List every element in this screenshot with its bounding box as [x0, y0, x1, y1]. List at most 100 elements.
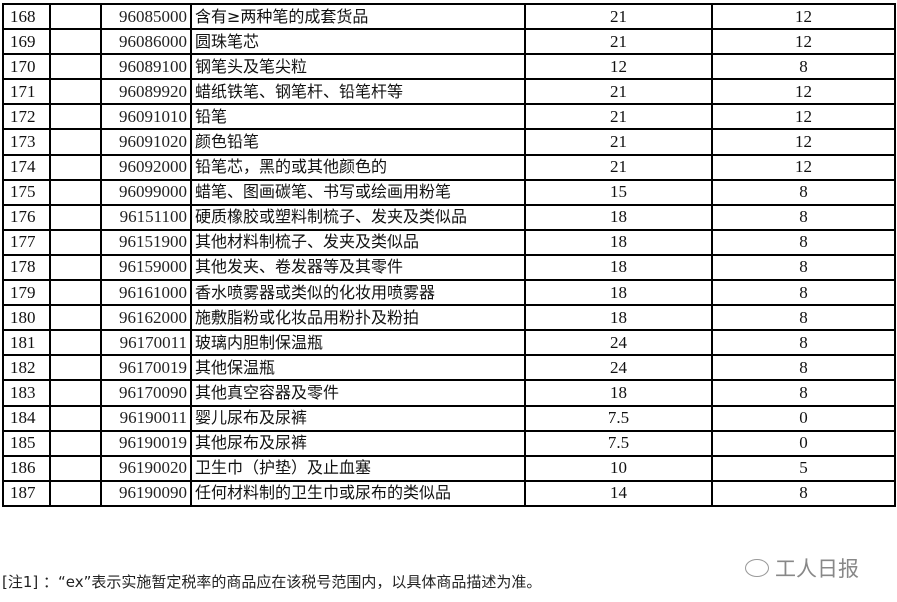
watermark: 工人日报	[745, 553, 859, 583]
cell-code: 96190020	[100, 454, 192, 482]
cell-no: 175	[2, 178, 51, 206]
cell-no: 177	[2, 228, 51, 256]
cell-mfn: 24	[524, 329, 713, 357]
cell-interim: 8	[711, 479, 896, 507]
cell-desc: 其他材料制梳子、发夹及类似品	[190, 228, 526, 256]
cell-interim: 8	[711, 53, 896, 81]
cell-ex	[49, 228, 102, 256]
cell-interim: 12	[711, 2, 896, 31]
cell-no: 169	[2, 28, 51, 56]
cell-no: 183	[2, 379, 51, 407]
cell-interim: 8	[711, 304, 896, 332]
cell-ex	[49, 203, 102, 231]
cell-no: 180	[2, 304, 51, 332]
cell-desc: 施敷脂粉或化妆品用粉扑及粉拍	[190, 304, 526, 332]
cell-mfn: 21	[524, 103, 713, 131]
cell-desc: 颜色铅笔	[190, 128, 526, 156]
table-row: 173 96091020 颜色铅笔 21 12	[2, 128, 896, 156]
cell-desc: 钢笔头及笔尖粒	[190, 53, 526, 81]
cell-desc: 蜡笔、图画碳笔、书写或绘画用粉笔	[190, 178, 526, 206]
cell-code: 96170090	[100, 379, 192, 407]
cell-ex	[49, 479, 102, 507]
table-row: 176 96151100 硬质橡胶或塑料制梳子、发夹及类似品 18 8	[2, 203, 896, 231]
cell-code: 96161000	[100, 279, 192, 307]
cell-no: 184	[2, 404, 51, 432]
cell-code: 96091020	[100, 128, 192, 156]
cell-no: 171	[2, 78, 51, 106]
cell-ex	[49, 454, 102, 482]
cell-interim: 12	[711, 153, 896, 181]
cell-desc: 蜡纸铁笔、钢笔杆、铅笔杆等	[190, 78, 526, 106]
cell-ex	[49, 103, 102, 131]
footnote: [注1] ：“ex”表示实施暂定税率的商品应在该税号范围内，以具体商品描述为准。	[2, 573, 542, 591]
cell-desc: 圆珠笔芯	[190, 28, 526, 56]
cell-ex	[49, 28, 102, 56]
table-row: 170 96089100 钢笔头及笔尖粒 12 8	[2, 53, 896, 81]
wechat-icon	[745, 559, 769, 577]
cell-mfn: 18	[524, 253, 713, 282]
cell-code: 96151900	[100, 228, 192, 256]
cell-interim: 0	[711, 404, 896, 432]
cell-mfn: 7.5	[524, 404, 713, 432]
cell-ex	[49, 128, 102, 156]
cell-interim: 8	[711, 203, 896, 231]
cell-mfn: 15	[524, 178, 713, 206]
cell-no: 174	[2, 153, 51, 181]
cell-mfn: 18	[524, 228, 713, 256]
cell-code: 96099000	[100, 178, 192, 206]
table-row: 183 96170090 其他真空容器及零件 18 8	[2, 379, 896, 407]
cell-code: 96162000	[100, 304, 192, 332]
cell-ex	[49, 304, 102, 332]
cell-mfn: 14	[524, 479, 713, 507]
cell-code: 96170011	[100, 329, 192, 357]
cell-code: 96089920	[100, 78, 192, 106]
table-row: 184 96190011 婴儿尿布及尿裤 7.5 0	[2, 404, 896, 432]
cell-code: 96085000	[100, 2, 192, 31]
watermark-text: 工人日报	[775, 557, 859, 581]
cell-interim: 12	[711, 78, 896, 106]
cell-no: 172	[2, 103, 51, 131]
cell-code: 96190019	[100, 429, 192, 457]
cell-desc: 铅笔芯，黑的或其他颜色的	[190, 153, 526, 181]
cell-mfn: 18	[524, 304, 713, 332]
table-row: 185 96190019 其他尿布及尿裤 7.5 0	[2, 429, 896, 457]
cell-no: 178	[2, 253, 51, 282]
cell-no: 185	[2, 429, 51, 457]
table-row: 186 96190020 卫生巾（护垫）及止血塞 10 5	[2, 454, 896, 482]
cell-mfn: 21	[524, 153, 713, 181]
cell-interim: 0	[711, 429, 896, 457]
cell-desc: 其他保温瓶	[190, 354, 526, 382]
cell-code: 96151100	[100, 203, 192, 231]
cell-desc: 铅笔	[190, 103, 526, 131]
table-row: 169 96086000 圆珠笔芯 21 12	[2, 28, 896, 56]
cell-interim: 8	[711, 329, 896, 357]
cell-ex	[49, 429, 102, 457]
cell-mfn: 21	[524, 2, 713, 31]
cell-interim: 5	[711, 454, 896, 482]
cell-interim: 8	[711, 178, 896, 206]
cell-mfn: 21	[524, 28, 713, 56]
cell-ex	[49, 279, 102, 307]
cell-interim: 8	[711, 228, 896, 256]
cell-no: 176	[2, 203, 51, 231]
cell-no: 182	[2, 354, 51, 382]
cell-code: 96190090	[100, 479, 192, 507]
cell-interim: 8	[711, 279, 896, 307]
cell-code: 96092000	[100, 153, 192, 181]
cell-code: 96159000	[100, 253, 192, 282]
cell-mfn: 18	[524, 203, 713, 231]
cell-interim: 8	[711, 253, 896, 282]
cell-ex	[49, 153, 102, 181]
cell-mfn: 12	[524, 53, 713, 81]
cell-desc: 含有≥两种笔的成套货品	[190, 2, 526, 31]
cell-interim: 8	[711, 379, 896, 407]
cell-ex	[49, 404, 102, 432]
cell-desc: 其他尿布及尿裤	[190, 429, 526, 457]
cell-interim: 12	[711, 128, 896, 156]
cell-mfn: 21	[524, 78, 713, 106]
table-row: 177 96151900 其他材料制梳子、发夹及类似品 18 8	[2, 228, 896, 256]
table-row: 171 96089920 蜡纸铁笔、钢笔杆、铅笔杆等 21 12	[2, 78, 896, 106]
cell-no: 173	[2, 128, 51, 156]
cell-desc: 其他真空容器及零件	[190, 379, 526, 407]
cell-desc: 其他发夹、卷发器等及其零件	[190, 253, 526, 282]
